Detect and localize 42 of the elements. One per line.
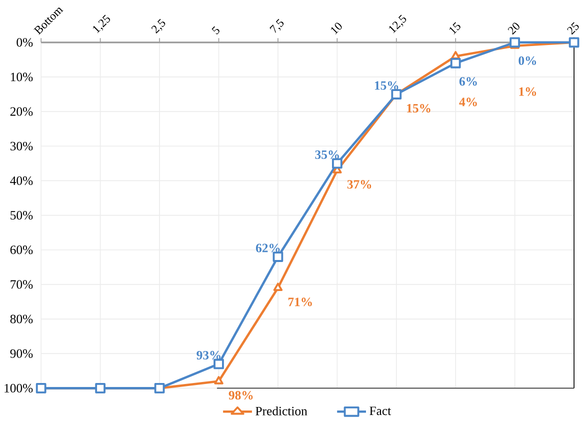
point: [214, 358, 224, 370]
y-tick-label: 30%: [10, 142, 33, 150]
data-label: 98%: [228, 390, 253, 400]
data-label: 37%: [347, 180, 372, 189]
x-tick-label: 20: [508, 22, 520, 35]
point: [450, 58, 461, 68]
y-tick-label: 10%: [10, 72, 33, 82]
y-tick-label: 0%: [16, 38, 33, 47]
legend-label: Fact: [370, 406, 392, 416]
y-tick-label: 60%: [10, 246, 33, 254]
data-label: 6%: [459, 77, 477, 86]
point: [273, 282, 283, 291]
data-label: 0%: [518, 56, 536, 65]
y-tick-label: 90%: [10, 349, 33, 358]
y-tick-label: 70%: [10, 280, 33, 289]
data-label: 35%: [315, 150, 339, 159]
x-tick-label: 15: [449, 22, 460, 34]
y-tick-label: 50%: [10, 210, 33, 220]
data-label: 4%: [459, 98, 477, 106]
data-label: 71%: [288, 298, 312, 306]
x-tick-label: 25: [567, 22, 579, 35]
x-tick-label: 5: [212, 26, 220, 34]
y-tick-label: 40%: [10, 176, 33, 185]
x-tick-label: 7,5: [270, 18, 284, 33]
x-tick-label: 10: [331, 22, 342, 34]
y-tick-label: 80%: [10, 314, 33, 324]
point: [332, 158, 342, 169]
legend-label: Prediction: [256, 406, 308, 416]
y-tick-label: 100%: [4, 384, 33, 392]
point: [272, 252, 284, 262]
point: [568, 37, 580, 48]
point: [214, 376, 224, 384]
x-tick-label: 2,5: [151, 18, 166, 34]
data-label: 15%: [374, 81, 398, 90]
x-tick-label: 1,25: [93, 14, 110, 34]
data-label: 15%: [407, 104, 430, 113]
y-tick-label: 20%: [10, 107, 33, 116]
data-label: 62%: [256, 244, 280, 252]
point: [510, 37, 520, 48]
data-label: 93%: [196, 350, 221, 360]
data-label: 1%: [519, 87, 536, 96]
x-tick-label: 12,5: [389, 14, 406, 34]
